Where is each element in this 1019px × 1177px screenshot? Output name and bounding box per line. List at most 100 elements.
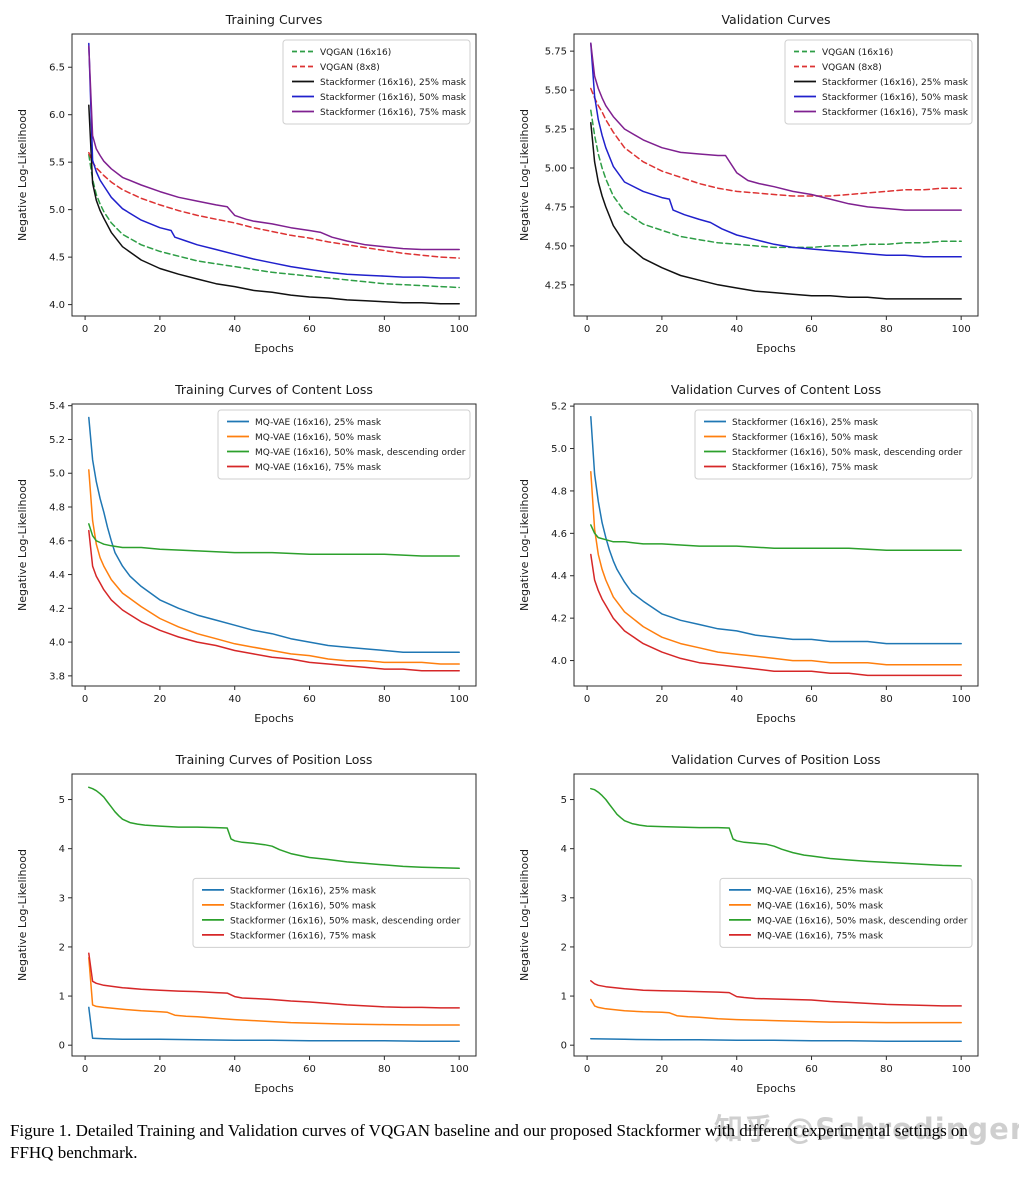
svg-text:Validation Curves: Validation Curves [721, 12, 830, 27]
svg-text:MQ-VAE (16x16), 50% mask, desc: MQ-VAE (16x16), 50% mask, descending ord… [757, 916, 968, 926]
svg-text:5.2: 5.2 [49, 435, 65, 446]
svg-text:40: 40 [730, 694, 743, 705]
svg-text:100: 100 [450, 694, 469, 705]
svg-text:0: 0 [584, 1064, 590, 1075]
svg-text:80: 80 [880, 324, 893, 335]
svg-text:40: 40 [730, 324, 743, 335]
svg-text:40: 40 [228, 324, 241, 335]
svg-text:0: 0 [82, 694, 88, 705]
svg-text:1: 1 [561, 992, 567, 1003]
svg-text:40: 40 [228, 694, 241, 705]
svg-text:60: 60 [303, 324, 316, 335]
svg-text:40: 40 [730, 1064, 743, 1075]
svg-text:VQGAN (8x8): VQGAN (8x8) [320, 63, 380, 73]
svg-text:80: 80 [880, 1064, 893, 1075]
svg-text:Epochs: Epochs [756, 1082, 796, 1095]
svg-text:4.6: 4.6 [49, 536, 65, 547]
svg-text:4.8: 4.8 [551, 486, 567, 497]
svg-text:20: 20 [656, 324, 669, 335]
svg-text:MQ-VAE (16x16), 25% mask: MQ-VAE (16x16), 25% mask [255, 418, 382, 428]
svg-text:Stackformer (16x16), 50% mask,: Stackformer (16x16), 50% mask, descendin… [230, 916, 461, 926]
svg-text:Stackformer (16x16), 50% mask,: Stackformer (16x16), 50% mask, descendin… [732, 448, 963, 458]
chart-training-curves: 0 20 40 60 80 100 4.0 4.5 5.0 5.5 6.0 6.5 Training C… [12, 8, 502, 360]
svg-text:MQ-VAE (16x16), 50% mask, desc: MQ-VAE (16x16), 50% mask, descending ord… [255, 448, 466, 458]
svg-text:5.0: 5.0 [49, 469, 65, 480]
svg-text:6.5: 6.5 [49, 63, 65, 74]
chart-training-content-loss: 0 20 40 60 80 100 3.8 4.0 4.2 4.4 4.6 4.8 5.0 5.2 5.4 T… [12, 378, 502, 730]
svg-text:Epochs: Epochs [254, 712, 294, 725]
svg-text:VQGAN (16x16): VQGAN (16x16) [320, 48, 391, 58]
svg-text:MQ-VAE (16x16), 50% mask: MQ-VAE (16x16), 50% mask [757, 901, 884, 911]
chart-validation-curves-svg: 0 20 40 60 80 100 4.25 4.50 4.75 5.00 5.25 5.50 5.75… [514, 8, 1004, 360]
svg-text:Stackformer (16x16), 25% mask: Stackformer (16x16), 25% mask [230, 886, 377, 896]
chart-validation-curves: 0 20 40 60 80 100 4.25 4.50 4.75 5.00 5.25 5.50 5.75… [514, 8, 1004, 360]
svg-text:VQGAN (8x8): VQGAN (8x8) [822, 63, 882, 73]
svg-text:Stackformer (16x16), 25% mask: Stackformer (16x16), 25% mask [732, 418, 879, 428]
chart-validation-position-loss: 0 20 40 60 80 100 0 1 2 3 4 5 Validation Curves of P… [514, 748, 1004, 1100]
svg-text:Stackformer (16x16), 50% mask: Stackformer (16x16), 50% mask [320, 93, 467, 103]
svg-text:4.50: 4.50 [545, 241, 567, 252]
svg-text:3: 3 [561, 893, 567, 904]
svg-text:Training Curves of Content Los: Training Curves of Content Loss [174, 382, 373, 397]
chart-training-content-loss-svg: 0 20 40 60 80 100 3.8 4.0 4.2 4.4 4.6 4.8 5.0 5.2 5.4 T… [12, 378, 502, 730]
svg-text:60: 60 [805, 324, 818, 335]
svg-text:100: 100 [450, 1064, 469, 1075]
svg-text:VQGAN (16x16): VQGAN (16x16) [822, 48, 893, 58]
svg-text:4.0: 4.0 [551, 656, 567, 667]
chart-validation-content-loss-svg: 0 20 40 60 80 100 4.0 4.2 4.4 4.6 4.8 5.0 5.2 Validat… [514, 378, 1004, 730]
svg-text:60: 60 [303, 694, 316, 705]
svg-text:5.0: 5.0 [49, 205, 65, 216]
svg-text:Stackformer (16x16), 50% mask: Stackformer (16x16), 50% mask [822, 93, 969, 103]
svg-text:3: 3 [59, 893, 65, 904]
svg-text:4.6: 4.6 [551, 529, 567, 540]
svg-text:80: 80 [378, 1064, 391, 1075]
svg-text:Stackformer (16x16), 25% mask: Stackformer (16x16), 25% mask [320, 78, 467, 88]
svg-text:60: 60 [303, 1064, 316, 1075]
svg-text:5.2: 5.2 [551, 402, 567, 413]
svg-text:4.4: 4.4 [551, 571, 567, 582]
svg-text:Training Curves of Position Lo: Training Curves of Position Loss [175, 752, 373, 767]
chart-training-position-loss: 0 20 40 60 80 100 0 1 2 3 4 5 Training Curves of Pos… [12, 748, 502, 1100]
svg-text:6.0: 6.0 [49, 110, 65, 121]
svg-text:5.50: 5.50 [545, 86, 567, 97]
chart-training-curves-svg: 0 20 40 60 80 100 4.0 4.5 5.0 5.5 6.0 6.5 Training C… [12, 8, 502, 360]
svg-text:5: 5 [59, 795, 65, 806]
watermark: 知乎 @Schrodinger [714, 1112, 1019, 1146]
svg-text:0: 0 [584, 324, 590, 335]
svg-text:Training Curves: Training Curves [225, 12, 323, 27]
chart-grid: 0 20 40 60 80 100 4.0 4.5 5.0 5.5 6.0 6.5 Training C… [12, 8, 1004, 1100]
chart-validation-position-loss-svg: 0 20 40 60 80 100 0 1 2 3 4 5 Validation Curves of P… [514, 748, 1004, 1100]
svg-text:Epochs: Epochs [254, 1082, 294, 1095]
svg-text:5.75: 5.75 [545, 47, 567, 58]
svg-text:100: 100 [952, 324, 971, 335]
svg-text:0: 0 [584, 694, 590, 705]
chart-training-position-loss-svg: 0 20 40 60 80 100 0 1 2 3 4 5 Training Curves of Pos… [12, 748, 502, 1100]
svg-text:1: 1 [59, 992, 65, 1003]
svg-text:4.4: 4.4 [49, 570, 65, 581]
svg-text:Stackformer (16x16), 75% mask: Stackformer (16x16), 75% mask [822, 108, 969, 118]
svg-text:Epochs: Epochs [756, 712, 796, 725]
svg-text:2: 2 [59, 942, 65, 953]
svg-text:80: 80 [880, 694, 893, 705]
svg-text:3.8: 3.8 [49, 671, 65, 682]
svg-text:MQ-VAE (16x16), 25% mask: MQ-VAE (16x16), 25% mask [757, 886, 884, 896]
svg-text:Epochs: Epochs [756, 342, 796, 355]
svg-text:4.2: 4.2 [49, 604, 65, 615]
svg-text:4.25: 4.25 [545, 280, 567, 291]
svg-text:4.5: 4.5 [49, 253, 65, 264]
svg-text:20: 20 [154, 694, 167, 705]
svg-text:Negative Log-Likelihood: Negative Log-Likelihood [518, 479, 531, 611]
svg-text:20: 20 [154, 324, 167, 335]
svg-text:5.0: 5.0 [551, 444, 567, 455]
svg-text:Negative Log-Likelihood: Negative Log-Likelihood [16, 109, 29, 241]
svg-text:Stackformer (16x16), 75% mask: Stackformer (16x16), 75% mask [320, 108, 467, 118]
svg-text:4.0: 4.0 [49, 638, 65, 649]
svg-text:Stackformer (16x16), 25% mask: Stackformer (16x16), 25% mask [822, 78, 969, 88]
chart-validation-content-loss: 0 20 40 60 80 100 4.0 4.2 4.4 4.6 4.8 5.0 5.2 Validat… [514, 378, 1004, 730]
svg-text:0: 0 [561, 1041, 567, 1052]
svg-text:Negative Log-Likelihood: Negative Log-Likelihood [518, 109, 531, 241]
svg-text:5.00: 5.00 [545, 163, 567, 174]
svg-text:100: 100 [952, 694, 971, 705]
svg-text:0: 0 [82, 1064, 88, 1075]
